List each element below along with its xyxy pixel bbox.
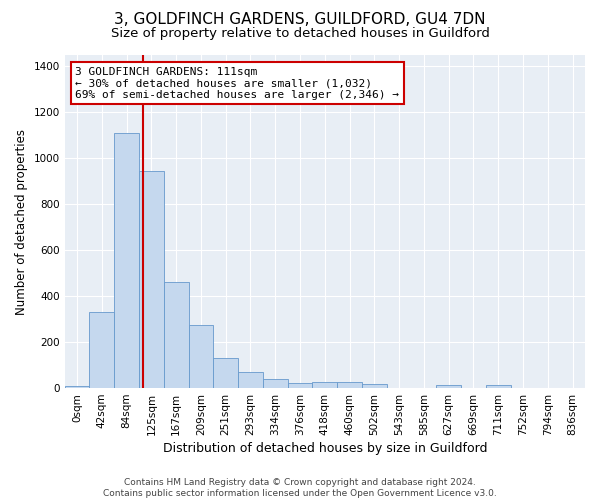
Bar <box>114 133 139 388</box>
Bar <box>337 382 362 388</box>
Text: 3 GOLDFINCH GARDENS: 111sqm
← 30% of detached houses are smaller (1,032)
69% of : 3 GOLDFINCH GARDENS: 111sqm ← 30% of det… <box>75 66 399 100</box>
Bar <box>139 171 164 388</box>
Bar <box>287 383 313 388</box>
Bar <box>263 380 287 388</box>
Bar <box>238 372 263 388</box>
Text: Size of property relative to detached houses in Guildford: Size of property relative to detached ho… <box>110 28 490 40</box>
Bar <box>313 382 337 388</box>
Y-axis label: Number of detached properties: Number of detached properties <box>15 128 28 314</box>
Bar <box>362 384 387 388</box>
X-axis label: Distribution of detached houses by size in Guildford: Distribution of detached houses by size … <box>163 442 487 455</box>
Bar <box>164 282 188 388</box>
Text: Contains HM Land Registry data © Crown copyright and database right 2024.
Contai: Contains HM Land Registry data © Crown c… <box>103 478 497 498</box>
Bar <box>188 325 214 388</box>
Bar <box>486 386 511 388</box>
Bar <box>436 386 461 388</box>
Bar <box>65 386 89 388</box>
Bar <box>214 358 238 388</box>
Text: 3, GOLDFINCH GARDENS, GUILDFORD, GU4 7DN: 3, GOLDFINCH GARDENS, GUILDFORD, GU4 7DN <box>114 12 486 28</box>
Bar <box>89 312 114 388</box>
